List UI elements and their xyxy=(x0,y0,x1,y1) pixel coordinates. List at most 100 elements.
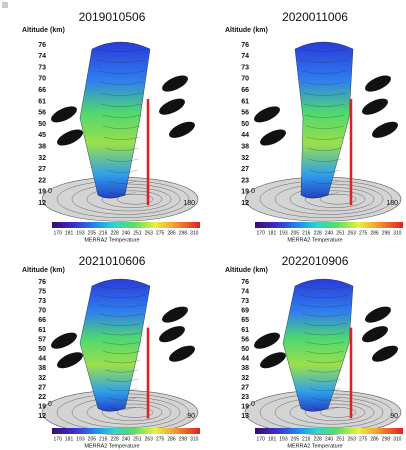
map-label: 0 xyxy=(251,188,255,195)
dark-layer xyxy=(49,103,79,126)
altitude-label: 74 xyxy=(241,53,249,60)
colorbar-tick: 216 xyxy=(99,230,108,236)
altitude-label: 61 xyxy=(241,327,249,334)
colorbar-tick: 240 xyxy=(122,230,131,236)
altitude-label: 27 xyxy=(241,384,249,391)
colorbar-tick: 298 xyxy=(179,436,188,442)
colorbar-tick: 286 xyxy=(370,230,379,236)
altitude-label: 66 xyxy=(241,87,249,94)
panel-title: 2021010606 xyxy=(79,254,146,268)
panel-title: 2020011006 xyxy=(282,10,348,24)
colorbar-tick: 275 xyxy=(359,230,368,236)
panel: 2022010906Altitude (km)76747369656156504… xyxy=(225,254,403,449)
altitude-label: 44 xyxy=(241,356,249,363)
altitude-label: 73 xyxy=(38,298,46,305)
altitude-label: 50 xyxy=(38,346,46,353)
panel: 2019010506Altitude (km)76747370666156504… xyxy=(22,10,200,243)
colorbar-tick: 193 xyxy=(76,436,85,442)
map-label: 90 xyxy=(390,413,398,420)
map-label: 0 xyxy=(251,401,255,408)
altitude-label: 66 xyxy=(38,87,46,94)
altitude-label: 38 xyxy=(241,365,249,372)
dark-layer xyxy=(360,95,390,118)
altitude-label: 44 xyxy=(241,132,249,139)
dark-layer xyxy=(55,349,85,372)
colorbar-tick: 193 xyxy=(279,436,288,442)
dark-layer xyxy=(363,303,393,326)
altitude-label: 56 xyxy=(241,336,249,343)
axis-label: Altitude (km) xyxy=(225,27,268,34)
map-label: 180 xyxy=(386,200,398,207)
altitude-label: 45 xyxy=(38,132,46,139)
colorbar-tick: 181 xyxy=(268,436,277,442)
altitude-label: 22 xyxy=(38,177,46,184)
altitude-label: 76 xyxy=(38,42,46,49)
colorbar-tick: 286 xyxy=(167,230,176,236)
colorbar-tick: 228 xyxy=(313,230,322,236)
map-label: 0 xyxy=(48,401,52,408)
altitude-label: 13 xyxy=(241,413,249,420)
altitude-label: 76 xyxy=(241,42,249,49)
colorbar-tick: 310 xyxy=(393,436,402,442)
altitude-label: 57 xyxy=(38,336,46,343)
vortex xyxy=(295,42,353,198)
dark-layer xyxy=(157,95,187,118)
altitude-label: 27 xyxy=(241,166,249,173)
colorbar-tick: 193 xyxy=(279,230,288,236)
panel: 2021010606Altitude (km)76757370666157504… xyxy=(22,254,200,449)
colorbar xyxy=(255,428,403,434)
colorbar-tick: 228 xyxy=(110,436,119,442)
altitude-label: 27 xyxy=(38,166,46,173)
altitude-label: 50 xyxy=(241,121,249,128)
colorbar-tick: 310 xyxy=(190,230,199,236)
colorbar-tick: 228 xyxy=(313,436,322,442)
colorbar xyxy=(52,428,200,434)
dark-layer xyxy=(252,329,282,352)
colorbar-tick: 205 xyxy=(88,230,97,236)
colorbar-tick: 240 xyxy=(325,230,334,236)
colorbar-tick: 275 xyxy=(156,436,165,442)
colorbar-tick: 275 xyxy=(359,436,368,442)
altitude-label: 22 xyxy=(38,394,46,401)
altitude-label: 56 xyxy=(241,110,249,117)
colorbar-tick: 170 xyxy=(54,230,63,236)
colorbar-tick: 170 xyxy=(257,230,266,236)
altitude-label: 61 xyxy=(38,98,46,105)
dark-layer xyxy=(167,118,197,141)
colorbar xyxy=(52,222,200,228)
panel-title: 2022010906 xyxy=(282,254,349,268)
altitude-label: 50 xyxy=(38,121,46,128)
map-label: 180 xyxy=(183,200,195,207)
altitude-label: 19 xyxy=(241,189,249,196)
axis-label: Altitude (km) xyxy=(22,27,65,34)
colorbar-tick: 205 xyxy=(88,436,97,442)
altitude-label: 56 xyxy=(38,110,46,117)
dark-layer xyxy=(370,342,400,365)
dark-layer xyxy=(160,72,190,95)
altitude-label: 73 xyxy=(241,64,249,71)
altitude-label: 44 xyxy=(38,356,46,363)
altitude-label: 23 xyxy=(241,177,249,184)
colorbar-tick: 170 xyxy=(257,436,266,442)
altitude-label: 61 xyxy=(38,327,46,334)
altitude-label: 74 xyxy=(38,53,46,60)
colorbar-tick: 310 xyxy=(190,436,199,442)
panel: 2020011006Altitude (km)76747370666156504… xyxy=(225,10,403,243)
dark-layer xyxy=(252,103,282,126)
axis-label: Altitude (km) xyxy=(22,267,65,274)
colorbar-tick: 251 xyxy=(133,230,142,236)
colorbar-tick: 286 xyxy=(167,436,176,442)
colorbar-tick: 216 xyxy=(302,230,311,236)
altitude-label: 12 xyxy=(38,200,46,207)
colorbar-tick: 298 xyxy=(382,230,391,236)
map-label: 90 xyxy=(187,413,195,420)
altitude-label: 61 xyxy=(241,98,249,105)
dark-layer xyxy=(55,126,85,149)
panel-title: 2019010506 xyxy=(79,10,146,24)
colorbar-tick: 263 xyxy=(145,436,154,442)
vortex xyxy=(80,42,150,198)
altitude-label: 50 xyxy=(241,346,249,353)
altitude-label: 32 xyxy=(241,375,249,382)
colorbar-tick: 251 xyxy=(336,436,345,442)
figure: 2019010506Altitude (km)76747370666156504… xyxy=(0,0,406,450)
